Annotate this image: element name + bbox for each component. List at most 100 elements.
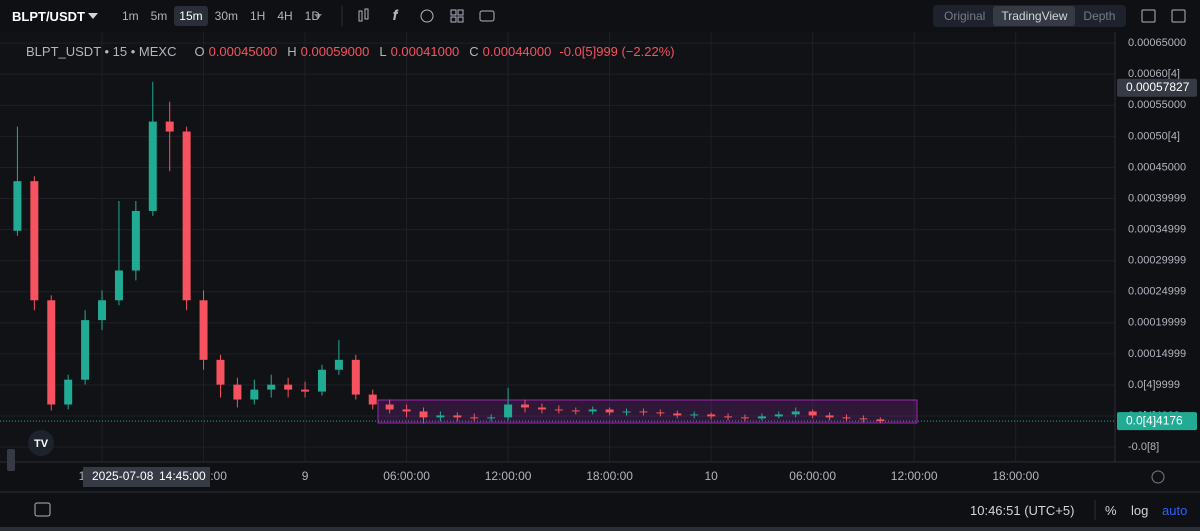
interval-button[interactable]: 30m: [214, 9, 238, 23]
candle-body: [199, 300, 208, 360]
candle-body: [470, 417, 479, 419]
candle-body: [521, 404, 530, 408]
tv-logo: TV: [28, 430, 54, 456]
y-tick-label: 0.00060[4]: [1128, 68, 1180, 80]
candle-icon[interactable]: [358, 8, 369, 22]
y-tick-label: 0.00019999: [1128, 317, 1186, 329]
settings-icon[interactable]: [1151, 470, 1165, 484]
candle-body: [351, 359, 360, 395]
y-tick-label: 0.00050[4]: [1128, 130, 1180, 142]
candle-body: [639, 411, 648, 413]
candle-body: [419, 411, 428, 418]
candle-body: [673, 413, 682, 416]
candle-body: [656, 412, 665, 414]
legend-key: L: [379, 44, 387, 59]
candle-body: [724, 416, 733, 418]
candle-body: [740, 417, 749, 419]
panel-icon[interactable]: [1141, 9, 1156, 23]
auto-toggle[interactable]: auto: [1162, 502, 1188, 518]
candle-body: [537, 407, 546, 410]
x-tick-label: 9: [302, 469, 309, 483]
indicator-icon[interactable]: [420, 9, 434, 23]
percent-toggle[interactable]: %: [1105, 502, 1117, 518]
caret[interactable]: [314, 14, 322, 19]
legend-key: C: [469, 44, 479, 59]
candle-body: [317, 369, 326, 392]
side-tab[interactable]: [7, 449, 15, 471]
x-tick-label: 06:00:00: [789, 469, 836, 483]
interval-button[interactable]: 1D: [304, 9, 321, 23]
candle-body: [808, 411, 817, 416]
view-button[interactable]: Depth: [1083, 9, 1116, 23]
y-tick-label: 0.0[4]9999: [1128, 379, 1180, 391]
x-tick-label: 18:00:00: [992, 469, 1039, 483]
candle-body: [690, 414, 699, 416]
interval-button[interactable]: 4H: [277, 9, 293, 23]
candle-body: [216, 359, 225, 385]
candle-body: [98, 300, 107, 321]
legend-value: 0.00059000: [300, 44, 370, 59]
y-tick-label: -0.0[8]: [1128, 441, 1159, 453]
candle-body: [487, 417, 496, 419]
candle-body: [504, 404, 513, 418]
calendar-icon[interactable]: [34, 502, 51, 517]
candle-body: [13, 181, 22, 231]
candle-body: [114, 270, 123, 301]
candle-body: [757, 416, 766, 419]
view-button[interactable]: Original: [944, 9, 986, 23]
layout-icon[interactable]: [450, 9, 464, 23]
y-tick-label: 0.00014999: [1128, 348, 1186, 360]
x-tick-label: 18:00:00: [586, 469, 633, 483]
candle-body: [250, 389, 259, 400]
candle-body: [267, 384, 276, 390]
candle-body: [131, 210, 140, 271]
x-tick-label: 12:00:00: [485, 469, 532, 483]
crosshair-price-tag: [1117, 78, 1197, 97]
symbol[interactable]: BLPT/USDT: [12, 8, 85, 24]
crosshair-time: 14:45:00: [159, 469, 206, 483]
y-tick-label: 0.00024999: [1128, 286, 1186, 298]
legend-key: O: [194, 44, 205, 59]
y-tick-label: 0.00065000: [1128, 37, 1186, 49]
fx-icon[interactable]: f: [393, 7, 399, 23]
y-tick-label: 0.00055000: [1128, 99, 1186, 111]
crosshair-price-label: 0.00057827: [1126, 80, 1190, 94]
candle-body: [148, 121, 157, 211]
candle-body: [554, 409, 563, 411]
candle-body: [368, 394, 377, 405]
candle-body: [385, 404, 394, 410]
interval-button[interactable]: 5m: [150, 9, 168, 23]
view-button[interactable]: TradingView: [993, 6, 1076, 26]
log-toggle[interactable]: log: [1131, 502, 1149, 518]
x-tick-label: 06:00:00: [383, 469, 430, 483]
interval-button[interactable]: 1H: [249, 9, 266, 23]
candle-body: [876, 419, 885, 422]
legend-change: -0.0[5]999 (−2.22%): [559, 44, 675, 59]
candle-body: [30, 181, 39, 301]
legend: BLPT_USDT • 15 • MEXC O 0.00045000 H 0.000…: [26, 44, 675, 59]
candle-body: [64, 379, 73, 405]
candle-body: [622, 411, 631, 413]
legend-key: H: [287, 44, 297, 59]
scrollbar: [0, 527, 1200, 531]
candle-body: [571, 410, 580, 412]
candle-body: [825, 415, 834, 418]
camera-icon[interactable]: [479, 10, 495, 22]
candle-body: [707, 414, 716, 417]
fullscreen-icon[interactable]: [1171, 9, 1186, 23]
interval-button[interactable]: 1m: [121, 9, 139, 23]
last-price-tag: [1117, 412, 1197, 431]
candle-body: [233, 384, 242, 400]
candle-body: [284, 384, 293, 390]
footer-time: 10:46:51 (UTC+5): [970, 502, 1075, 518]
y-tick-label: 0.00029999: [1128, 255, 1186, 267]
candle-body: [842, 417, 851, 419]
candle-body: [859, 418, 868, 420]
candle-body: [165, 121, 174, 132]
toolbar-left: BLPT/USDT 1m 5m 15m 30m 1H 4H 1D: [12, 6, 327, 26]
caret[interactable]: [88, 13, 98, 19]
interval-button[interactable]: 15m: [174, 6, 208, 26]
candle-body: [588, 409, 597, 412]
crosshair-x-label: 2025-07-08 14:45:00: [83, 467, 210, 487]
